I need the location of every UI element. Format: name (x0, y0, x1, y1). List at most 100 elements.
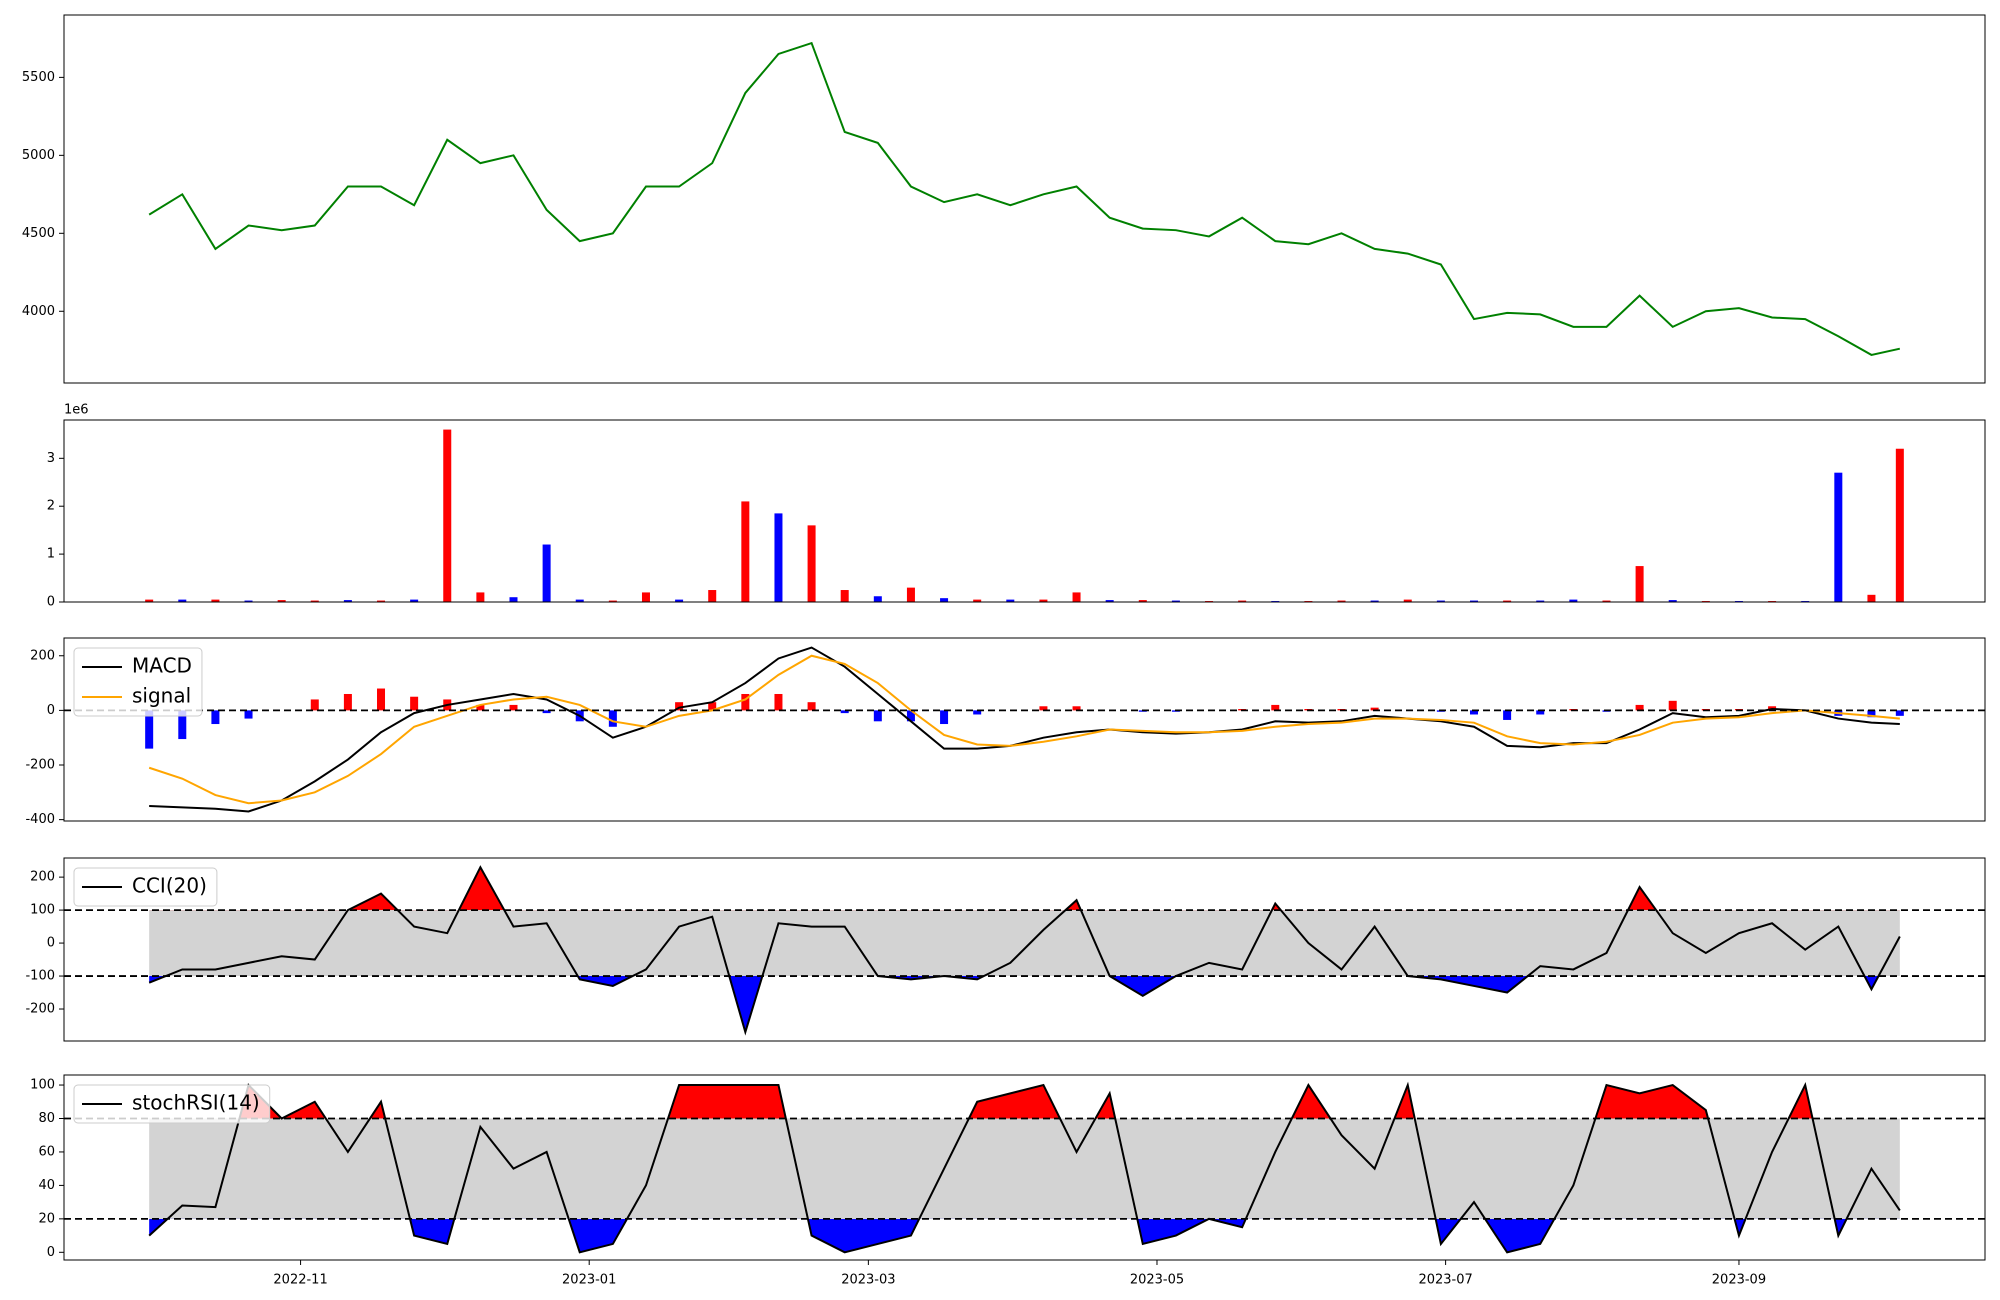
plot-frame (63, 419, 1986, 603)
histogram-bar (807, 702, 816, 711)
y-tick-label: 5500 (22, 70, 55, 85)
y-tick-label: 0 (47, 1245, 55, 1260)
y-tick-label: 0 (47, 936, 55, 951)
legend-box (73, 867, 218, 907)
volume-bar (608, 600, 617, 602)
volume-bar (641, 592, 650, 602)
volume-bar (675, 599, 684, 602)
volume-bar (178, 599, 187, 602)
histogram-bar (343, 693, 352, 711)
legend-label: stochRSI(14) (132, 1091, 260, 1115)
volume-bar (1895, 448, 1904, 602)
volume-bar (377, 600, 386, 602)
volume-bar (1436, 600, 1445, 602)
histogram-bar (1370, 707, 1379, 711)
histogram-bar (377, 688, 386, 711)
y-tick-label: 0 (47, 703, 55, 718)
y-tick-label: -200 (25, 1002, 55, 1017)
volume-bar (277, 600, 286, 602)
histogram-bar (1072, 706, 1081, 711)
fill-below (149, 1218, 1847, 1253)
y-tick-label: 200 (30, 648, 55, 663)
volume-bar (509, 597, 518, 602)
histogram-bar (178, 710, 187, 740)
histogram-bar (1867, 710, 1876, 718)
volume-bar (476, 592, 485, 602)
volume-bar (1867, 594, 1876, 602)
x-tick-label: 2023-03 (841, 1273, 895, 1288)
histogram-bar (244, 710, 253, 719)
volume-bar (840, 590, 849, 602)
y-tick-label: -100 (25, 969, 55, 984)
volume-bar (940, 598, 949, 602)
y-tick-label: -200 (25, 758, 55, 773)
histogram-bar (1271, 704, 1280, 711)
y-tick-label: 1 (47, 547, 55, 562)
panel: -400 -200 0 200 MACD signal (25, 637, 1986, 827)
volume-bar (443, 429, 452, 602)
volume-bar (1469, 600, 1478, 602)
histogram-bar (476, 704, 485, 711)
histogram-bar (310, 699, 319, 711)
histogram-bar (1039, 706, 1048, 711)
volume-bar (1337, 600, 1346, 602)
y-tick-label: -400 (25, 812, 55, 827)
y-tick-label: 4500 (22, 226, 55, 241)
histogram-bar (211, 710, 220, 725)
histogram-bar (774, 693, 783, 711)
volume-bar (873, 596, 882, 602)
y-tick-label: 60 (38, 1144, 55, 1159)
plot-frame (63, 637, 1986, 822)
x-tick-label: 2023-07 (1418, 1273, 1472, 1288)
volume-bar (1105, 600, 1114, 602)
legend-label: CCI(20) (132, 874, 207, 898)
histogram-bar (940, 710, 949, 725)
histogram-bar (410, 696, 419, 711)
histogram-bar (1469, 710, 1478, 715)
x-tick-label: 2023-01 (562, 1273, 616, 1288)
volume-bar (1238, 600, 1247, 602)
volume-bar (1403, 599, 1412, 602)
volume-bar (542, 544, 551, 602)
volume-bar (1006, 599, 1015, 602)
y-tick-label: 100 (30, 903, 55, 918)
volume-bar (1503, 600, 1512, 602)
y-tick-label: 2 (47, 499, 55, 514)
volume-bar (410, 599, 419, 602)
volume-bar (1039, 599, 1048, 602)
panel: 4000 4500 5000 5500 (22, 14, 1986, 384)
histogram-bar (608, 710, 617, 727)
volume-bar (1635, 566, 1644, 602)
neutral-band (149, 910, 1900, 977)
histogram-bar (1895, 710, 1904, 716)
plot-frame (63, 14, 1986, 384)
volume-bar (1370, 600, 1379, 602)
volume-bar (741, 501, 750, 602)
fill-above (149, 1085, 1900, 1119)
series-line (148, 654, 1900, 805)
x-tick-label: 2022-11 (273, 1273, 327, 1288)
volume-bar (1602, 600, 1611, 602)
plot-frame (63, 857, 1986, 1042)
volume-bar (310, 600, 319, 602)
y-tick-label: 0 (47, 595, 55, 610)
histogram-bar (1536, 710, 1545, 715)
y-tick-label: 4000 (22, 304, 55, 319)
series-line (148, 41, 1901, 356)
legend-label: signal (132, 684, 191, 708)
y-tick-label: 40 (38, 1178, 55, 1193)
series-line (148, 1081, 1901, 1254)
volume-bar (708, 590, 717, 602)
histogram-bar (675, 702, 684, 711)
legend-box (73, 1084, 271, 1124)
volume-bar (1536, 600, 1545, 602)
histogram-bar (145, 710, 154, 749)
histogram-bar (509, 704, 518, 711)
histogram-bar (973, 710, 982, 715)
x-tick-label: 2023-05 (1130, 1273, 1184, 1288)
panel: 0 20 40 60 80 100 2022-11 2023-01 2023-03 2023-05… (30, 1074, 1986, 1288)
histogram-bar (906, 710, 915, 722)
volume-bar (244, 600, 253, 602)
legend-label: MACD (132, 654, 192, 678)
